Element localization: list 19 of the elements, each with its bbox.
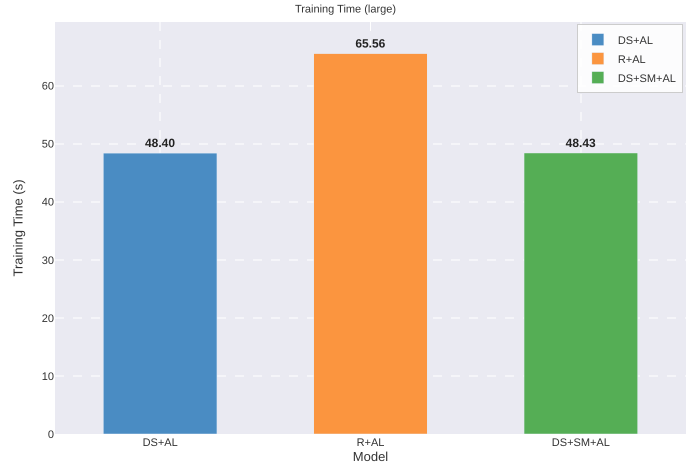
legend-label: R+AL xyxy=(618,54,646,66)
chart-title: Training Time (large) xyxy=(294,3,396,16)
legend-label: DS+AL xyxy=(618,34,654,47)
text: 48.43 xyxy=(566,136,596,150)
text: 48.40 xyxy=(144,136,176,150)
y-axis-title: Training Time (s) xyxy=(10,179,26,277)
y-tick-label: 30 xyxy=(42,254,54,267)
y-tick-label: 40 xyxy=(42,196,54,209)
y-tick-label: 20 xyxy=(42,312,54,325)
x-tick-label: DS+SM+AL xyxy=(552,437,610,449)
y-tick-label: 60 xyxy=(42,80,54,93)
y-tick-label: 50 xyxy=(42,138,54,151)
legend-label: DS+SM+AL xyxy=(618,72,676,85)
x-axis-title: Model xyxy=(352,449,388,464)
x-tick-label: R+AL xyxy=(356,437,384,449)
text: 65.56 xyxy=(355,36,386,51)
y-tick-label: 10 xyxy=(42,370,54,383)
y-tick-label: 0 xyxy=(48,428,54,441)
x-tick-label: DS+AL xyxy=(142,437,178,449)
